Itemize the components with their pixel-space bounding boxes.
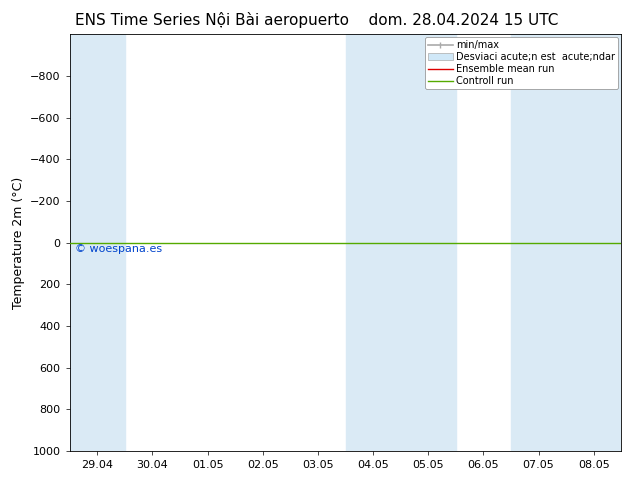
- Text: © woespana.es: © woespana.es: [75, 244, 162, 254]
- Y-axis label: Temperature 2m (°C): Temperature 2m (°C): [11, 176, 25, 309]
- Bar: [70, 34, 125, 451]
- Bar: [511, 34, 621, 451]
- Legend: min/max, Desviaci acute;n est  acute;ndar, Ensemble mean run, Controll run: min/max, Desviaci acute;n est acute;ndar…: [425, 37, 618, 89]
- Bar: [346, 34, 456, 451]
- Text: ENS Time Series Nội Bài aeropuerto    dom. 28.04.2024 15 UTC: ENS Time Series Nội Bài aeropuerto dom. …: [75, 12, 559, 28]
